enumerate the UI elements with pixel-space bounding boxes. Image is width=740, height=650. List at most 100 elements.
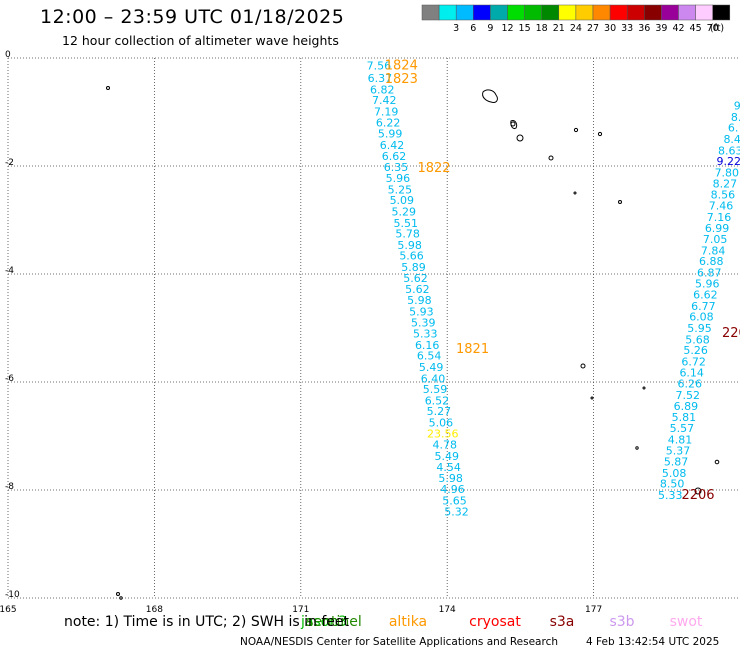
wave-height-label: 7.56 (367, 60, 392, 73)
legend-swatch (609, 4, 628, 21)
wave-height-label: 8.63 (718, 144, 740, 157)
wave-height-label: 6.16 (415, 339, 440, 352)
wave-height-label: 5.98 (397, 239, 422, 252)
island-outline (597, 131, 603, 137)
y-tick-label: -6 (5, 374, 14, 384)
legend-swatch (712, 4, 731, 21)
island-outline (119, 596, 123, 600)
wave-height-label: 5.66 (399, 250, 424, 263)
wave-height-label: 5.39 (411, 317, 436, 330)
wave-height-label: 5.62 (405, 283, 430, 296)
legend-swatch (490, 4, 508, 21)
legend-tick-label: 30 (604, 23, 616, 34)
island-outline (580, 363, 586, 369)
wave-height-label: 6.99 (705, 222, 730, 235)
wave-height-label: 4.81 (668, 433, 693, 446)
pass-time-label: 1822 (417, 161, 450, 176)
wave-height-label: 5.81 (672, 411, 697, 424)
wave-height-label: 4.78 (433, 439, 458, 452)
satellite-legend-label: swot (670, 614, 703, 630)
wave-height-label: 6.40 (421, 372, 446, 385)
wave-height-label: 7.52 (676, 389, 701, 402)
wave-height-label: 8.27 (713, 177, 738, 190)
legend-tick-label: 9 (487, 23, 493, 34)
wave-height-label: 5.98 (438, 472, 463, 485)
legend-swatch (644, 4, 662, 21)
island-outline (573, 191, 577, 195)
wave-height-label: 5.29 (392, 205, 417, 218)
footnote: note: 1) Time is in UTC; 2) SWH is in fe… (64, 614, 350, 630)
wave-height-label: 5.49 (419, 361, 444, 374)
legend-tick-label: 27 (587, 23, 599, 34)
legend-swatch (678, 4, 696, 21)
legend-unit-label: (ft) (710, 23, 724, 34)
satellite-legend-label: cryosat (469, 614, 521, 630)
wave-height-label: 6.22 (376, 116, 401, 129)
wave-height-label: 6.72 (681, 356, 706, 369)
legend-tick-label: 45 (690, 23, 702, 34)
wave-height-label: 5.78 (395, 228, 420, 241)
wave-height-label: 5.49 (434, 450, 459, 463)
legend-tick-label: 12 (501, 23, 513, 34)
island-outline (573, 127, 579, 133)
wave-height-label: 6.37 (368, 72, 393, 85)
island-outline (635, 446, 639, 450)
island-outline (106, 86, 110, 90)
legend-tick-label: 24 (570, 23, 582, 34)
wave-height-label: 5.37 (666, 445, 691, 458)
map-axes: 0 -2 -4 -6 -8 -10 165 168 171 174 177 (0, 50, 602, 615)
legend-tick-label: 18 (536, 23, 548, 34)
wave-height-label: 5.68 (685, 333, 710, 346)
wave-height-label: 9. (734, 100, 740, 113)
wave-height-label: 7.16 (707, 211, 732, 224)
wave-height-label: 8. (731, 111, 740, 124)
y-tick-label: -2 (5, 158, 14, 168)
color-scale-legend: 3 6 9 12 15 18 21 24 27 30 33 36 39 42 45 70(ft) (421, 4, 731, 34)
credit-text: NOAA/NESDIS Center for Satellite Applica… (240, 636, 558, 648)
wave-height-label: 5.98 (407, 294, 432, 307)
wave-height-label: 7.42 (372, 94, 397, 107)
wave-height-label: 23.56 (427, 427, 459, 440)
legend-tick-label: 39 (655, 23, 667, 34)
legend-swatch (626, 4, 645, 21)
wave-height-label: 6.26 (677, 378, 702, 391)
wave-height-label: 6.89 (674, 400, 699, 413)
legend-swatch (421, 4, 440, 21)
legend-tick-label: 36 (638, 23, 650, 34)
wave-height-label: 5.93 (409, 305, 434, 318)
legend-swatch (507, 4, 525, 21)
map-grid (7, 57, 740, 599)
island-outline (116, 592, 120, 596)
island-outline (482, 89, 498, 103)
wave-height-label: 5.89 (401, 261, 426, 274)
x-tick-label: 165 (0, 605, 17, 615)
legend-tick-label: 15 (519, 23, 531, 34)
legend-swatch (473, 4, 491, 21)
x-tick-label: 174 (439, 605, 456, 615)
wave-height-label: 6.52 (425, 394, 450, 407)
wave-height-label: 6.42 (380, 139, 405, 152)
island-outline (694, 487, 702, 495)
wave-height-label: 5.65 (442, 494, 467, 507)
generated-timestamp: 4 Feb 13:42:54 UTC 2025 (586, 636, 719, 648)
legend-tick-label: 21 (553, 23, 565, 34)
pass-time-label: 1823 (385, 72, 418, 87)
island-outline (590, 396, 594, 400)
legend-swatch (695, 4, 713, 21)
y-tick-label: 0 (5, 50, 11, 60)
wave-height-label: 6.88 (699, 255, 724, 268)
legend-swatch (661, 4, 679, 21)
wave-height-label: 5.09 (390, 194, 415, 207)
wave-height-label: 5.51 (393, 217, 418, 230)
wave-height-label: 4.96 (440, 483, 465, 496)
wave-height-label: 6.87 (697, 266, 722, 279)
island-outline (642, 386, 646, 390)
y-tick-label: -10 (5, 590, 20, 600)
satellite-legend-label: jason3 (300, 614, 347, 630)
wave-height-label: 5.25 (388, 183, 413, 196)
wave-height-label: 5.33 (658, 489, 683, 502)
wave-height-label: 8.4 (723, 133, 740, 146)
wave-height-label: 6.82 (370, 83, 395, 96)
